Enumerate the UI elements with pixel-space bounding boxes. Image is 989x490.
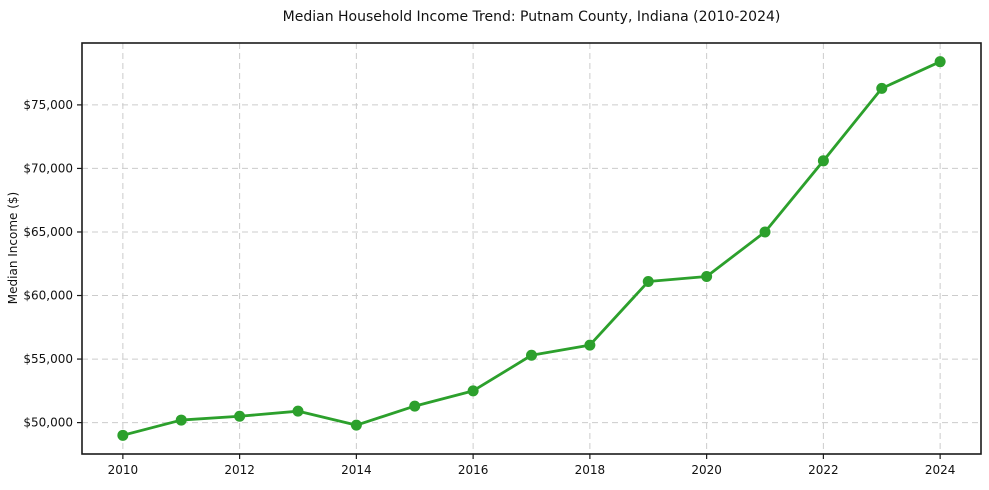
- x-tick-label: 2024: [925, 463, 956, 477]
- x-tick-label: 2014: [341, 463, 372, 477]
- x-tick-label: 2016: [458, 463, 489, 477]
- data-point: [934, 56, 946, 68]
- data-point: [526, 349, 537, 361]
- chart-title: Median Household Income Trend: Putnam Co…: [282, 9, 781, 25]
- data-point: [584, 339, 596, 351]
- x-tick-label: 2010: [108, 463, 139, 477]
- x-tick-label: 2020: [691, 463, 722, 477]
- data-point: [642, 276, 654, 288]
- data-point: [350, 419, 362, 431]
- data-point: [234, 410, 246, 422]
- data-point: [759, 226, 771, 238]
- data-point: [292, 405, 304, 417]
- y-tick-label: $65,000: [23, 225, 73, 239]
- y-tick-label: $60,000: [23, 289, 73, 303]
- data-point: [701, 270, 713, 282]
- plot-border: [81, 42, 982, 455]
- y-tick-label: $75,000: [23, 98, 73, 112]
- x-tick-label: 2022: [808, 463, 839, 477]
- data-point: [409, 400, 421, 412]
- data-point: [876, 82, 888, 94]
- x-tick-label: 2012: [224, 463, 255, 477]
- data-point: [117, 429, 129, 441]
- data-point: [175, 414, 187, 426]
- trend-line: [121, 60, 942, 437]
- data-point: [817, 155, 829, 167]
- y-tick-label: $55,000: [23, 352, 73, 366]
- data-point: [467, 385, 479, 397]
- y-axis-label: Median Income ($): [6, 191, 20, 305]
- y-tick-label: $70,000: [23, 161, 73, 175]
- x-tick-label: 2018: [575, 463, 606, 477]
- y-tick-label: $50,000: [23, 416, 73, 430]
